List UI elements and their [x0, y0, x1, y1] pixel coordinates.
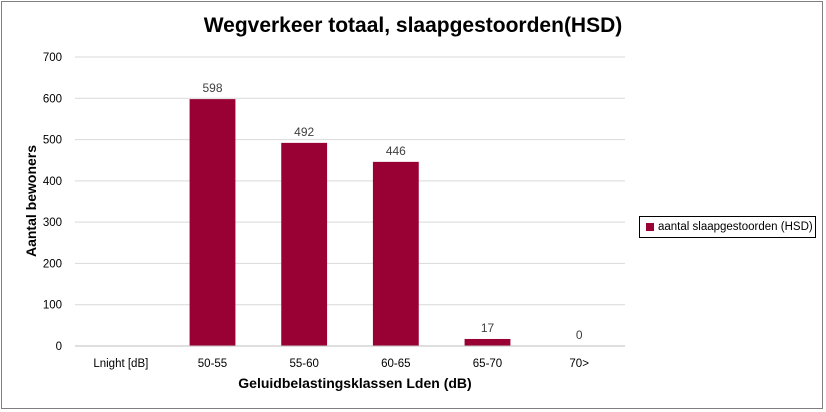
chart-title: Wegverkeer totaal, slaapgestoorden(HSD) — [203, 14, 623, 37]
data-label: 17 — [481, 321, 495, 335]
bar — [464, 338, 511, 346]
y-tick-label: 0 — [56, 341, 62, 353]
x-tick-label: 65-70 — [473, 358, 502, 370]
y-tick-label: 300 — [43, 217, 62, 229]
y-tick-label: 200 — [43, 258, 62, 270]
data-label: 492 — [294, 125, 314, 139]
x-tick-label: 55-60 — [289, 358, 318, 370]
y-tick-label: 500 — [43, 135, 62, 147]
data-label: 598 — [202, 81, 222, 95]
x-tick-label: Lnight [dB] — [93, 358, 148, 370]
bar — [372, 161, 419, 346]
y-tick-label: 100 — [43, 300, 62, 312]
bar — [281, 142, 328, 346]
y-tick-label: 700 — [43, 52, 62, 64]
y-tick-label: 400 — [43, 176, 62, 188]
x-axis-label: Geluidbelastingsklassen Lden (dB) — [238, 375, 472, 391]
legend-label: aantal slaapgestoorden (HSD) — [658, 221, 813, 233]
legend-swatch — [646, 223, 654, 231]
legend: aantal slaapgestoorden (HSD) — [639, 216, 816, 238]
x-tick-label: 70> — [569, 358, 589, 370]
x-tick-label: 50-55 — [198, 358, 227, 370]
bar — [189, 99, 236, 347]
x-tick-label: 60-65 — [381, 358, 410, 370]
data-label: 0 — [576, 328, 583, 342]
y-tick-label: 600 — [43, 93, 62, 105]
data-label: 446 — [386, 144, 406, 158]
